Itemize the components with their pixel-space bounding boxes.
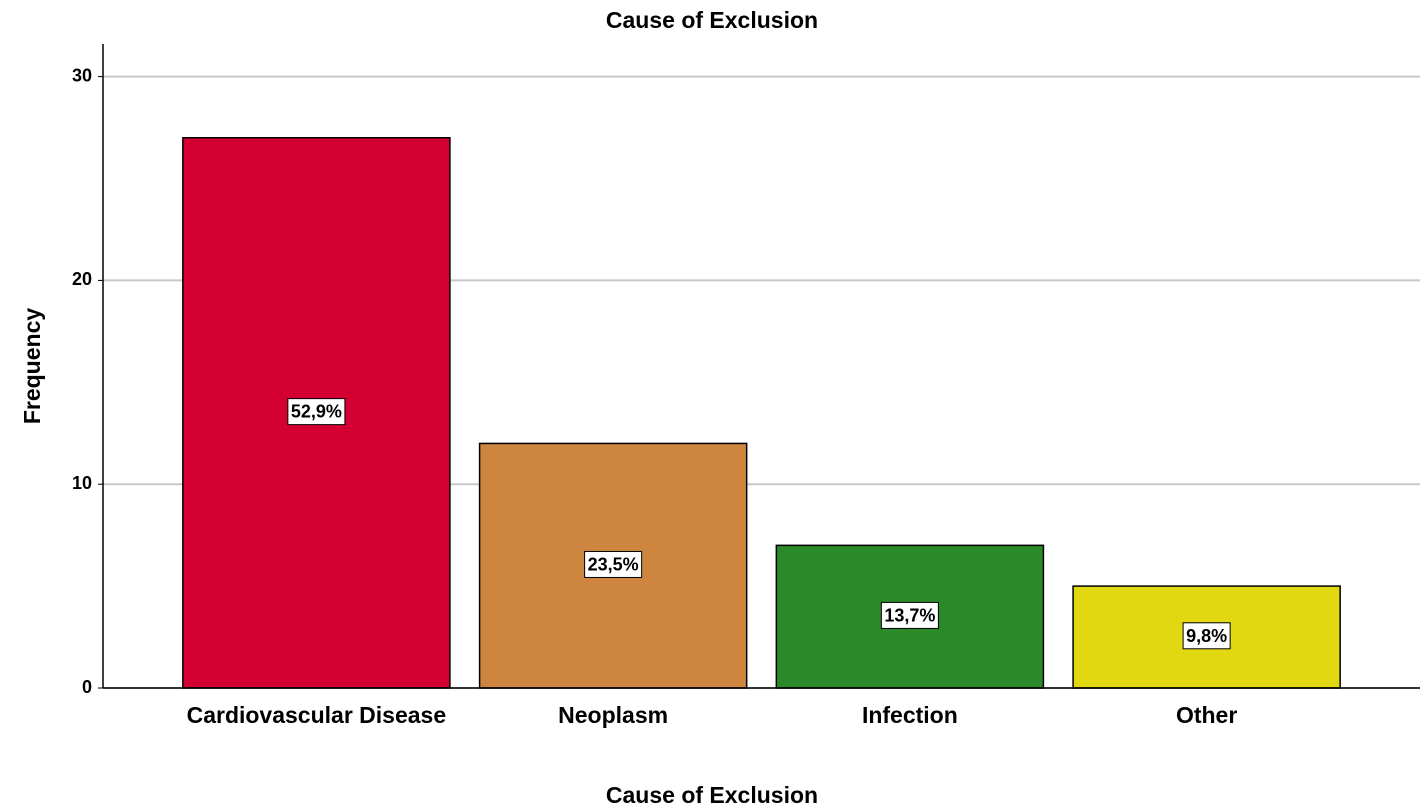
x-tick-label: Other [1175, 702, 1238, 728]
value-label-box [287, 398, 346, 426]
value-label-text: 23,5% [588, 554, 639, 574]
y-tick-label: 10 [72, 473, 92, 493]
bar [182, 136, 451, 689]
value-label: 23,5% [584, 550, 643, 578]
value-label: 9,8% [1182, 622, 1231, 650]
chart-title: Cause of Exclusion [606, 7, 818, 33]
value-label-text: 9,8% [1186, 626, 1227, 646]
y-tick-label: 0 [82, 677, 92, 697]
x-axis-label: Cause of Exclusion [606, 782, 818, 808]
value-label-box [880, 601, 939, 629]
value-label: 13,7% [880, 601, 939, 629]
value-label-text: 13,7% [884, 605, 935, 625]
value-label: 52,9% [287, 398, 346, 426]
x-tick-label: Neoplasm [558, 702, 669, 728]
y-tick-label: 20 [72, 269, 92, 289]
y-axis-label: Frequency [19, 308, 45, 425]
value-label-box [1182, 622, 1231, 650]
value-label-text: 52,9% [291, 402, 342, 422]
x-tick-label: Cardiovascular Disease [186, 702, 447, 728]
value-label-box [584, 550, 643, 578]
x-tick-label: Infection [861, 702, 958, 728]
y-tick-label: 30 [72, 65, 92, 85]
